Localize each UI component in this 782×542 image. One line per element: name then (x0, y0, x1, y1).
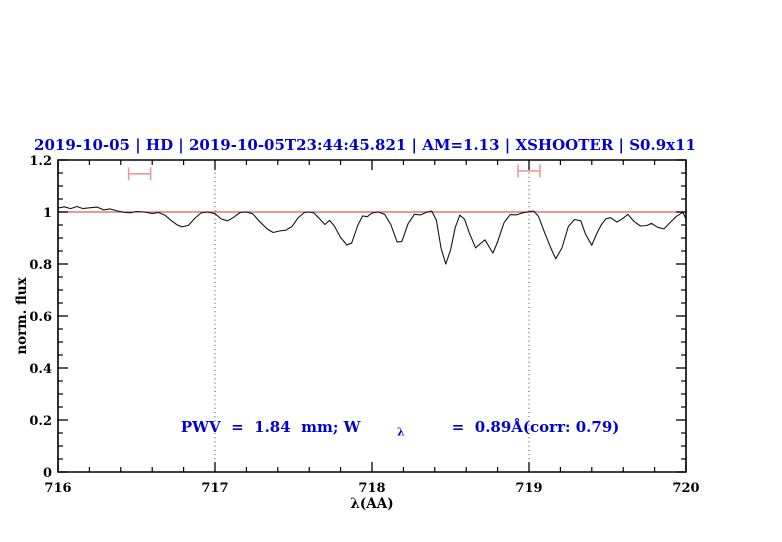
y-tick-label: 0 (43, 466, 52, 481)
y-axis-label: norm. flux (14, 276, 30, 354)
x-tick-label: 717 (201, 481, 228, 496)
pwv-annotation-main: PWV = 1.84 mm; W (181, 418, 362, 436)
x-tick-label: 720 (672, 481, 699, 496)
x-tick-label: 716 (44, 481, 71, 496)
y-tick-label: 1.2 (29, 154, 52, 169)
x-tick-label: 719 (515, 481, 542, 496)
chart-title: 2019-10-05 | HD | 2019-10-05T23:44:45.82… (34, 136, 696, 154)
y-tick-label: 0.6 (29, 310, 52, 325)
y-tick-label: 1 (43, 206, 52, 221)
y-tick-label: 0.2 (29, 414, 52, 429)
y-tick-label: 0.8 (29, 258, 52, 273)
x-axis-label: λ(AA) (350, 496, 393, 512)
y-tick-label: 0.4 (29, 362, 52, 377)
pwv-annotation-tail: = 0.89Å(corr: 0.79) (441, 418, 619, 436)
x-tick-label: 718 (358, 481, 385, 496)
spectrum-line (57, 205, 687, 265)
pwv-annotation: PWV = 1.84 mm; W λ = 0.89Å(corr: 0.79) (144, 418, 645, 440)
chart-geometry: 716 717 718 719 720 0 0.2 0.4 0.6 0.8 1 1.2 (29, 154, 699, 496)
pwv-annotation-subscript: λ (397, 425, 405, 438)
